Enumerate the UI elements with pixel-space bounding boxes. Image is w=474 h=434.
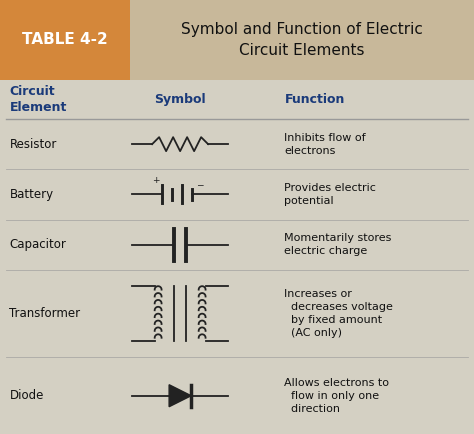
Text: Battery: Battery bbox=[9, 188, 54, 201]
Text: Resistor: Resistor bbox=[9, 138, 57, 151]
Text: −: − bbox=[196, 180, 204, 189]
Text: Provides electric
potential: Provides electric potential bbox=[284, 183, 376, 206]
Text: +: + bbox=[152, 176, 160, 185]
Text: Function: Function bbox=[284, 93, 345, 106]
Text: TABLE 4-2: TABLE 4-2 bbox=[22, 33, 108, 47]
Text: Increases or
  decreases voltage
  by fixed amount
  (AC only): Increases or decreases voltage by fixed … bbox=[284, 289, 393, 338]
Text: Circuit
Element: Circuit Element bbox=[9, 85, 67, 114]
Text: Capacitor: Capacitor bbox=[9, 238, 66, 251]
Text: Momentarily stores
electric charge: Momentarily stores electric charge bbox=[284, 233, 392, 256]
Text: Allows electrons to
  flow in only one
  direction: Allows electrons to flow in only one dir… bbox=[284, 378, 390, 414]
Bar bbox=[130, 0, 474, 80]
Text: Diode: Diode bbox=[9, 389, 44, 402]
Text: Transformer: Transformer bbox=[9, 307, 81, 320]
Bar bbox=[0, 0, 130, 80]
Polygon shape bbox=[169, 385, 191, 407]
Text: Symbol and Function of Electric
Circuit Elements: Symbol and Function of Electric Circuit … bbox=[181, 22, 423, 58]
Bar bbox=[0, 80, 474, 119]
Text: Symbol: Symbol bbox=[155, 93, 206, 106]
Text: Inhibits flow of
electrons: Inhibits flow of electrons bbox=[284, 133, 366, 155]
